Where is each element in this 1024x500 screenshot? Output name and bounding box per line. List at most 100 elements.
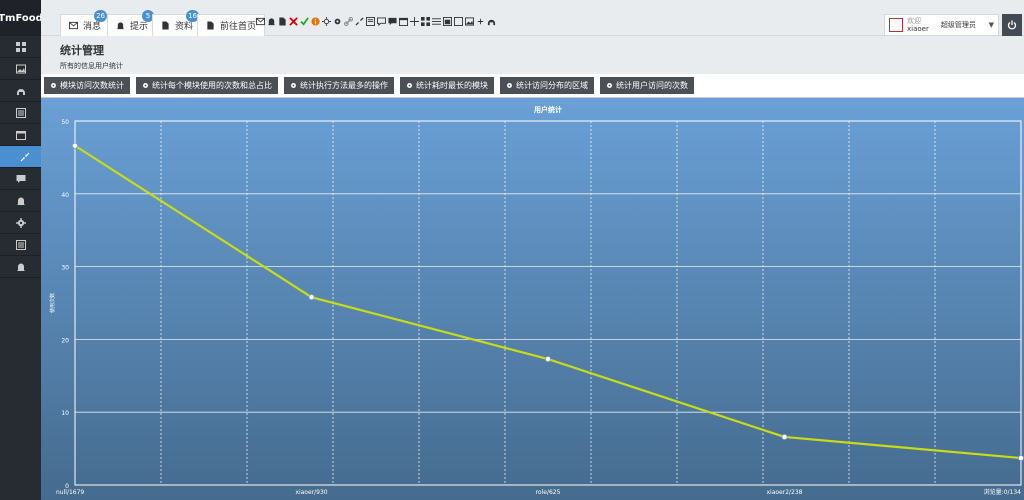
user-info: 欢迎 xiaoer: [907, 17, 929, 33]
gear-icon: [15, 217, 26, 228]
x-tick-label: null/1679: [56, 489, 84, 496]
link-icon[interactable]: [344, 16, 353, 26]
sidebar-item-calendar[interactable]: [0, 124, 41, 146]
sidebar-item-headset[interactable]: [0, 80, 41, 102]
data-point: [781, 433, 788, 440]
chart-title: 用户统计: [534, 105, 562, 114]
sidebar-item-list[interactable]: [0, 102, 41, 124]
dashboard-icon: [15, 41, 26, 52]
gear-icon: [507, 83, 512, 88]
sidebar-item-bell[interactable]: [0, 190, 41, 212]
x-tick-label: xiaoer2/238: [766, 489, 802, 496]
y-tick-label: 20: [61, 337, 69, 344]
toolbar-icons: [256, 14, 496, 28]
brand-logo[interactable]: TmFood: [0, 0, 43, 36]
comment-icon[interactable]: [388, 17, 397, 26]
comment-icon[interactable]: [377, 16, 386, 26]
tab-label: 消息: [83, 22, 102, 32]
picture-icon[interactable]: [465, 16, 474, 26]
info-icon[interactable]: [311, 16, 320, 26]
y-tick-label: 10: [61, 410, 69, 417]
user-menu[interactable]: 欢迎 xiaoer 超级管理员 ▼: [884, 14, 999, 36]
headset-icon: [16, 88, 25, 95]
page-title: 统计管理: [60, 44, 104, 57]
sidebar-item-comment[interactable]: [0, 168, 41, 190]
calendar-icon[interactable]: [399, 17, 408, 26]
list-icon: [15, 107, 26, 118]
file-icon[interactable]: [278, 16, 287, 26]
gear-icon: [607, 83, 612, 88]
username: xiaoer: [907, 25, 929, 33]
close-icon[interactable]: [289, 16, 298, 26]
topbar: 消息 26 提示 5 资料 16 前往首页: [41, 0, 1024, 36]
power-icon: [1007, 20, 1017, 30]
tab-label: 提示: [130, 22, 149, 32]
tab-label: 前往首页: [220, 22, 257, 32]
list-icon[interactable]: [366, 16, 375, 26]
logout-button[interactable]: [1002, 14, 1022, 36]
tab-profile[interactable]: 资料 16: [152, 10, 203, 36]
profile-count-badge: 16: [186, 10, 200, 22]
x-tick-label: xiaoer/930: [295, 489, 327, 496]
file-icon: [207, 21, 214, 30]
data-point: [1018, 455, 1024, 462]
most-executed-method-button[interactable]: 统计执行方法最多的操作: [284, 77, 394, 94]
sidebar-item-dashboard[interactable]: [0, 36, 41, 58]
tab-alerts[interactable]: 提示 5: [107, 10, 158, 36]
list-icon[interactable]: [432, 17, 441, 26]
user-visit-count-button[interactable]: 统计用户访问的次数: [600, 77, 694, 94]
plot-frame: [74, 120, 1022, 486]
check-icon[interactable]: [300, 16, 309, 26]
y-tick-label: 0: [65, 483, 69, 490]
picture-icon: [15, 64, 26, 73]
y-tick-label: 50: [61, 119, 69, 126]
page-subtitle: 所有的信息用户统计: [60, 62, 123, 70]
sidebar-item-list-2[interactable]: [0, 234, 41, 256]
sidebar-item-bell-2[interactable]: [0, 256, 41, 278]
bell-icon: [116, 22, 125, 30]
series-line: [74, 144, 1022, 460]
y-tick-label: 30: [61, 265, 69, 272]
welcome-text: 欢迎: [907, 17, 921, 25]
visit-region-button[interactable]: 统计访问分布的区域: [500, 77, 594, 94]
tab-home[interactable]: 前往首页: [197, 14, 266, 36]
data-point: [544, 356, 551, 363]
dashboard-icon[interactable]: [421, 16, 430, 26]
envelope-icon: [69, 21, 78, 30]
sidebar: [0, 36, 56, 500]
stats-button-row: 模块访问次数统计 统计每个模块使用的次数和总占比 统计执行方法最多的操作 统计耗…: [41, 74, 1024, 98]
slowest-module-button[interactable]: 统计耗时最长的模块: [400, 77, 494, 94]
compress-icon[interactable]: [355, 16, 364, 26]
window-icon[interactable]: [443, 16, 452, 26]
envelope-icon[interactable]: [256, 17, 265, 26]
window-icon[interactable]: [454, 16, 463, 26]
page-header: 统计管理 所有的信息用户统计: [41, 36, 1024, 74]
module-usage-ratio-button[interactable]: 统计每个模块使用的次数和总占比: [136, 77, 278, 94]
sidebar-item-settings[interactable]: [0, 212, 41, 234]
x-tick-label: role/625: [536, 489, 561, 496]
avatar: [889, 18, 903, 32]
tab-messages[interactable]: 消息 26: [60, 10, 111, 36]
sidebar-item-picture[interactable]: [0, 58, 41, 80]
comment-icon: [16, 174, 25, 183]
move-icon[interactable]: [410, 16, 419, 26]
chevron-down-icon[interactable]: ▼: [988, 21, 994, 29]
y-tick-label: 40: [61, 192, 69, 199]
compress-icon: [20, 152, 30, 161]
gear-icon: [51, 83, 56, 88]
module-visit-count-button[interactable]: 模块访问次数统计: [44, 77, 130, 94]
bell-icon[interactable]: [267, 17, 276, 26]
sun-icon[interactable]: [322, 16, 331, 26]
gear-icon: [143, 83, 148, 88]
headset-icon[interactable]: [487, 17, 496, 26]
tab-label: 资料: [175, 22, 194, 32]
message-count-badge: 26: [94, 10, 108, 22]
data-point: [71, 142, 78, 149]
y-axis-label: 使用次数: [49, 293, 56, 313]
data-point: [308, 294, 315, 301]
move-icon[interactable]: [476, 17, 485, 26]
alert-count-badge: 5: [142, 10, 155, 22]
list-icon: [15, 239, 26, 250]
gear-icon[interactable]: [333, 17, 342, 26]
